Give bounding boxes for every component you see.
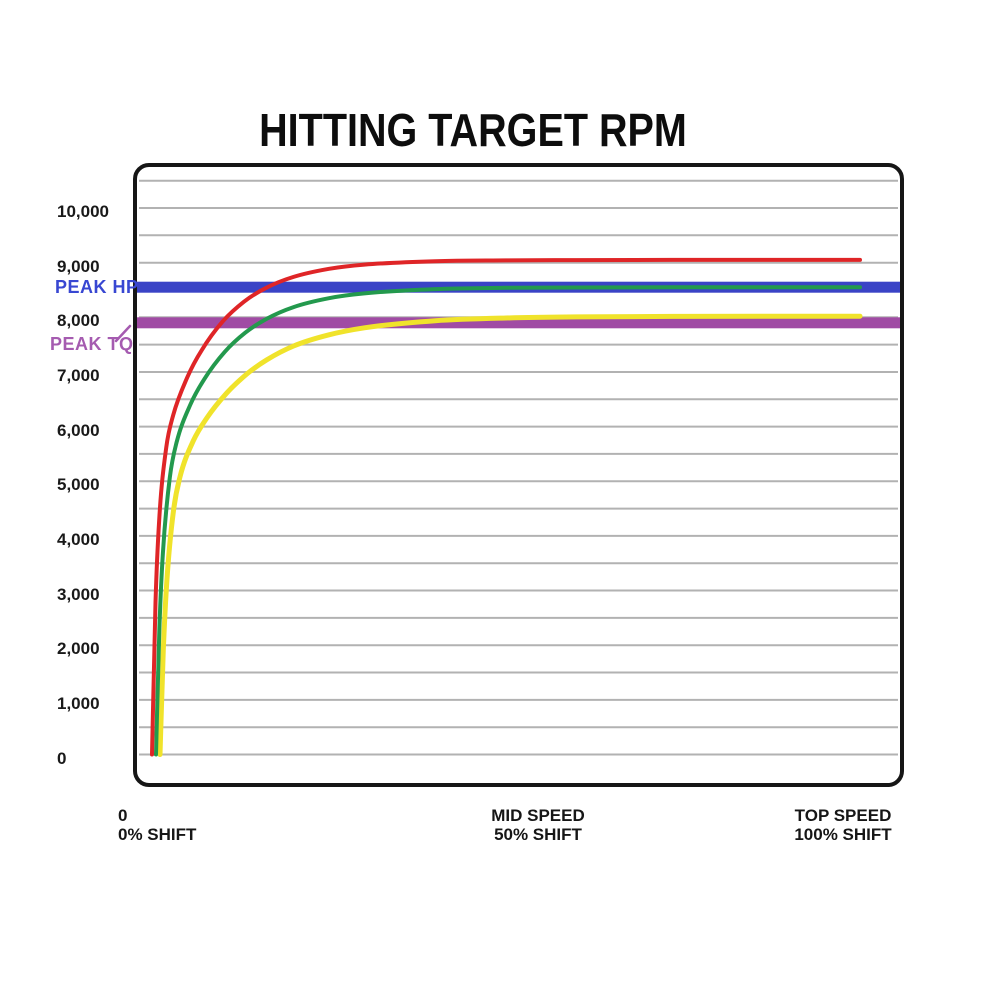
x-axis-label-end-line1: TOP SPEED xyxy=(794,806,892,825)
peak-tq-band xyxy=(136,317,902,329)
yellow-curve xyxy=(157,313,863,757)
x-axis-label-start-line2: 0% SHIFT xyxy=(118,825,197,844)
x-axis-label-start: 0 0% SHIFT xyxy=(118,806,196,844)
y-tick-label-10000: 10,000 xyxy=(57,202,109,221)
x-axis-label-end-line2: 100% SHIFT xyxy=(794,825,892,844)
y-tick-label-9000: 9,000 xyxy=(57,257,100,276)
y-tick-label-8000: 8,000 xyxy=(57,311,100,330)
rpm-curves xyxy=(150,257,863,757)
y-tick-label-6000: 6,000 xyxy=(57,421,100,440)
y-tick-label-4000: 4,000 xyxy=(57,530,100,549)
y-tick-label-5000: 5,000 xyxy=(57,475,100,494)
y-tick-label-1000: 1,000 xyxy=(57,694,100,713)
y-tick-label-3000: 3,000 xyxy=(57,585,100,604)
x-axis-label-start-line1: 0 xyxy=(118,806,128,825)
x-axis-label-mid: MID SPEED 50% SHIFT xyxy=(438,806,638,844)
y-tick-label-0: 0 xyxy=(57,749,67,768)
red-curve xyxy=(150,257,862,757)
peak-hp-label: PEAK HP xyxy=(55,277,139,297)
peak-tq-label: PEAK TQ xyxy=(50,334,134,354)
x-axis-label-mid-line1: MID SPEED xyxy=(491,806,585,825)
gridlines xyxy=(139,179,898,756)
x-axis-label-mid-line2: 50% SHIFT xyxy=(494,825,582,844)
y-tick-label-7000: 7,000 xyxy=(57,366,100,385)
green-curve xyxy=(154,285,862,757)
chart-title: HITTING TARGET RPM xyxy=(259,104,687,156)
x-axis-label-end: TOP SPEED 100% SHIFT xyxy=(743,806,943,844)
peak-tq-leader-line xyxy=(114,324,132,343)
y-tick-label-2000: 2,000 xyxy=(57,639,100,658)
